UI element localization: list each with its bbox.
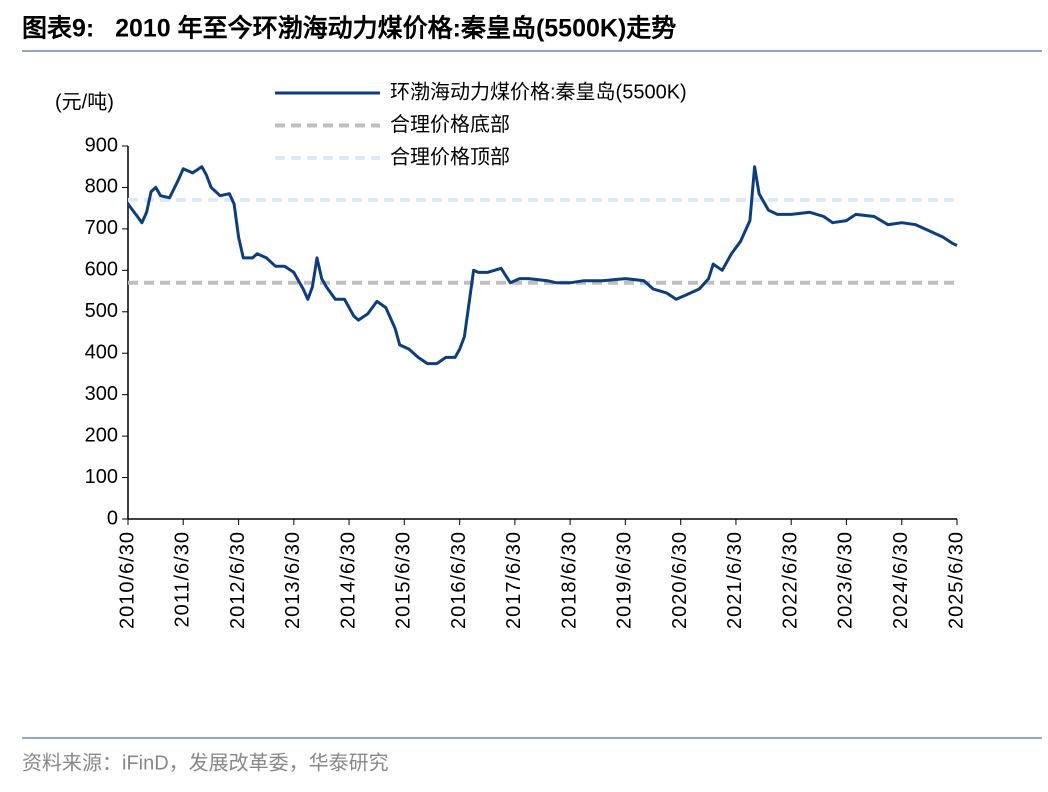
y-tick-label: 800: [85, 176, 118, 198]
y-axis-label: (元/吨): [55, 90, 114, 113]
x-tick-label: 2020/6/30: [669, 531, 691, 629]
x-tick-label: 2025/6/30: [945, 531, 967, 629]
y-tick-label: 500: [85, 300, 118, 322]
x-tick-label: 2016/6/30: [448, 531, 470, 629]
legend-label: 合理价格底部: [390, 113, 510, 136]
x-tick-label: 2019/6/30: [614, 531, 636, 629]
y-tick-label: 600: [85, 259, 118, 281]
x-tick-label: 2023/6/30: [835, 531, 857, 629]
x-tick-label: 2012/6/30: [227, 531, 249, 629]
x-tick-label: 2013/6/30: [282, 531, 304, 629]
y-tick-label: 900: [85, 134, 118, 156]
x-tick-label: 2011/6/30: [172, 531, 194, 628]
x-tick-label: 2024/6/30: [890, 531, 912, 629]
x-tick-label: 2015/6/30: [393, 531, 415, 629]
legend-label: 环渤海动力煤价格:秦皇岛(5500K): [390, 80, 687, 103]
y-tick-label: 200: [85, 424, 118, 446]
x-tick-label: 2010/6/30: [116, 531, 138, 629]
source: 资料来源：iFinD，发展改革委，华泰研究: [22, 751, 389, 774]
x-tick-label: 2017/6/30: [503, 531, 525, 629]
legend-label: 合理价格顶部: [390, 145, 510, 168]
y-tick-label: 0: [107, 507, 118, 529]
x-tick-label: 2018/6/30: [558, 531, 580, 629]
y-tick-label: 700: [85, 217, 118, 239]
y-tick-label: 400: [85, 342, 118, 364]
y-tick-label: 100: [85, 466, 118, 488]
x-tick-label: 2021/6/30: [724, 531, 746, 629]
x-tick-label: 2014/6/30: [337, 531, 359, 629]
y-tick-label: 300: [85, 383, 118, 405]
chart-title: 图表9: 2010 年至今环渤海动力煤价格:秦皇岛(5500K)走势: [22, 14, 676, 43]
price-line: [126, 165, 958, 366]
x-tick-label: 2022/6/30: [779, 531, 801, 629]
